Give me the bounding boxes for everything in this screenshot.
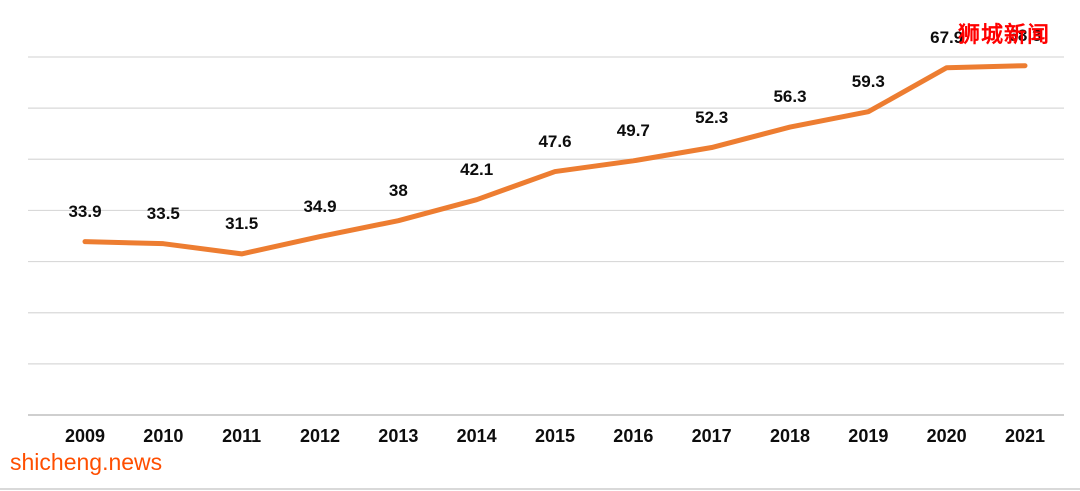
x-axis-tick-label: 2021 <box>1004 426 1046 446</box>
data-label: 49.7 <box>616 120 650 140</box>
bottom-divider <box>0 488 1080 490</box>
x-axis-tick-label: 2011 <box>222 426 262 446</box>
x-axis-tick-label: 2010 <box>143 426 184 446</box>
data-label: 67.9 <box>930 27 964 47</box>
watermark-shicheng-chinese: 狮城新闻 <box>957 22 1050 47</box>
data-label: 33.5 <box>146 203 180 223</box>
data-label: 38 <box>388 180 408 200</box>
x-axis-tick-label: 2014 <box>456 426 497 446</box>
x-axis-tick-label: 2020 <box>926 426 967 446</box>
data-label: 34.9 <box>303 196 337 216</box>
x-axis-tick-label: 2019 <box>848 426 889 446</box>
watermark-shicheng-news: shicheng.news <box>10 449 163 475</box>
data-label: 59.3 <box>851 71 885 91</box>
data-label: 31.5 <box>225 213 259 233</box>
x-axis-tick-label: 2018 <box>769 426 811 446</box>
x-axis-tick-label: 2009 <box>64 426 106 446</box>
x-axis-tick-label: 2017 <box>691 426 732 446</box>
series-line <box>82 63 1028 257</box>
data-label: 68.3 <box>1008 25 1042 45</box>
data-label: 33.9 <box>68 201 102 221</box>
data-label: 47.6 <box>538 131 572 151</box>
x-axis-tick-label: 2012 <box>299 426 341 446</box>
x-axis-tick-label: 2015 <box>534 426 576 446</box>
x-axis-tick-label: 2013 <box>378 426 419 446</box>
data-label: 42.1 <box>460 159 494 179</box>
x-axis-tick-label: 2016 <box>613 426 654 446</box>
data-label: 52.3 <box>695 107 729 127</box>
data-label: 56.3 <box>773 87 807 107</box>
